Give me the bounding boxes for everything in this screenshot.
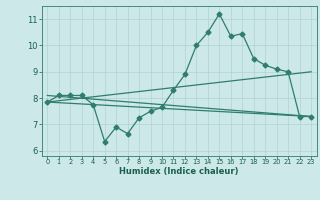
X-axis label: Humidex (Indice chaleur): Humidex (Indice chaleur) xyxy=(119,167,239,176)
